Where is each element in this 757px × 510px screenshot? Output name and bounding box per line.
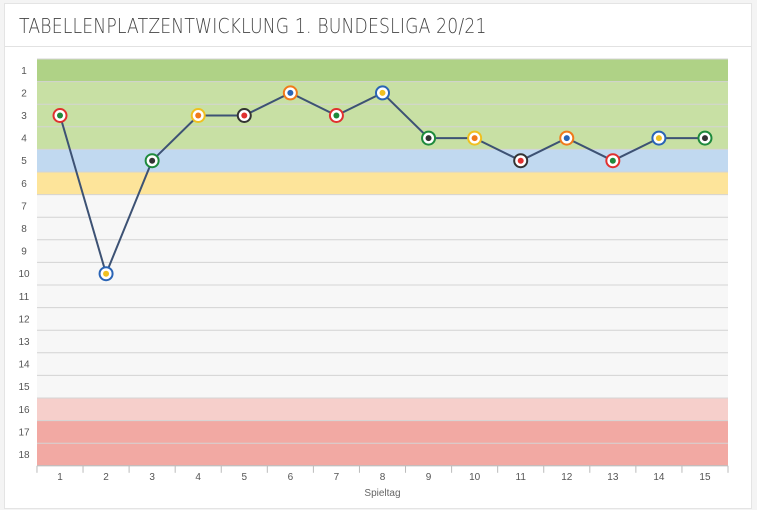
crest-core bbox=[287, 89, 294, 96]
crest-core bbox=[103, 270, 110, 277]
chart-title: TABELLENPLATZENTWICKLUNG 1. BUNDESLIGA 2… bbox=[19, 14, 487, 38]
y-tick-label: 17 bbox=[18, 427, 30, 438]
crest-core bbox=[149, 157, 156, 164]
zone-band-3 bbox=[37, 149, 728, 172]
y-tick-label: 6 bbox=[21, 179, 27, 190]
crest-core bbox=[241, 112, 248, 119]
y-tick-label: 3 bbox=[21, 111, 27, 122]
x-axis-label: Spieltag bbox=[364, 488, 400, 499]
y-tick-label: 15 bbox=[18, 382, 30, 393]
y-tick-label: 14 bbox=[18, 360, 30, 371]
zone-band-5 bbox=[37, 194, 728, 398]
bayern-crest-icon bbox=[328, 108, 344, 123]
x-tick-label: 10 bbox=[469, 472, 481, 483]
zone-band-6 bbox=[37, 398, 728, 421]
x-tick-label: 11 bbox=[516, 472, 527, 483]
crest-core bbox=[609, 157, 616, 164]
x-tick-label: 3 bbox=[149, 472, 155, 483]
y-tick-label: 9 bbox=[21, 247, 27, 258]
y-tick-label: 13 bbox=[18, 337, 30, 348]
union-crest-icon bbox=[605, 153, 621, 169]
x-tick-label: 12 bbox=[561, 472, 573, 483]
x-tick-label: 15 bbox=[699, 472, 711, 483]
title-divider bbox=[5, 46, 751, 47]
y-tick-label: 5 bbox=[21, 156, 27, 167]
stuttgart-crest-icon bbox=[513, 153, 529, 169]
x-tick-label: 1 bbox=[57, 472, 63, 483]
x-tick-label: 5 bbox=[241, 472, 247, 483]
koeln-crest-icon bbox=[421, 130, 437, 146]
y-tick-label: 8 bbox=[21, 224, 27, 235]
bielefeld-crest-icon bbox=[282, 85, 298, 101]
y-tick-label: 11 bbox=[19, 292, 30, 303]
y-tick-label: 2 bbox=[21, 88, 27, 99]
y-tick-label: 10 bbox=[18, 269, 30, 280]
x-tick-label: 6 bbox=[288, 472, 294, 483]
hoffenheim-crest-icon bbox=[190, 108, 206, 123]
crest-core bbox=[471, 135, 478, 142]
x-axis-ticks: 1 2 3 4 5 6 7 8 9 10 11 12 13 14 15 bbox=[36, 465, 729, 483]
x-tick-label: 8 bbox=[380, 472, 386, 483]
freiburg-crest-icon bbox=[144, 153, 160, 169]
x-tick-label: 2 bbox=[103, 472, 109, 483]
crest-core bbox=[425, 135, 432, 142]
x-tick-label: 4 bbox=[195, 472, 201, 483]
x-tick-label: 13 bbox=[607, 472, 619, 483]
y-tick-label: 7 bbox=[21, 201, 27, 212]
x-tick-label: 7 bbox=[334, 472, 340, 483]
crest-core bbox=[57, 112, 63, 119]
crest-core bbox=[701, 135, 708, 142]
y-tick-label: 18 bbox=[18, 450, 30, 461]
zone-band-1 bbox=[37, 59, 728, 82]
augsburg-crest-icon bbox=[98, 266, 114, 282]
wolfsburg-crest-icon bbox=[651, 130, 667, 146]
y-tick-label: 1 bbox=[21, 66, 27, 77]
crest-core bbox=[333, 112, 340, 119]
grid-lines bbox=[37, 58, 728, 467]
x-tick-label: 14 bbox=[653, 472, 665, 483]
schalke-crest-icon bbox=[236, 108, 252, 123]
crest-core bbox=[563, 135, 570, 142]
crest-core bbox=[195, 112, 202, 119]
zone-band-4 bbox=[37, 172, 728, 195]
y-tick-label: 16 bbox=[18, 405, 30, 416]
leipzig-crest-icon bbox=[697, 130, 713, 146]
x-tick-label: 9 bbox=[426, 472, 432, 483]
series-group bbox=[52, 85, 713, 282]
crest-core bbox=[379, 89, 386, 96]
crest-core bbox=[655, 135, 662, 142]
bremen-crest-icon bbox=[559, 130, 575, 146]
y-tick-label: 12 bbox=[18, 314, 30, 325]
gladbach-crest-icon bbox=[52, 108, 68, 123]
frankfurt-crest-icon bbox=[467, 130, 483, 146]
hertha-crest-icon bbox=[374, 85, 390, 101]
y-tick-label: 4 bbox=[21, 134, 27, 145]
crest-core bbox=[517, 157, 524, 164]
